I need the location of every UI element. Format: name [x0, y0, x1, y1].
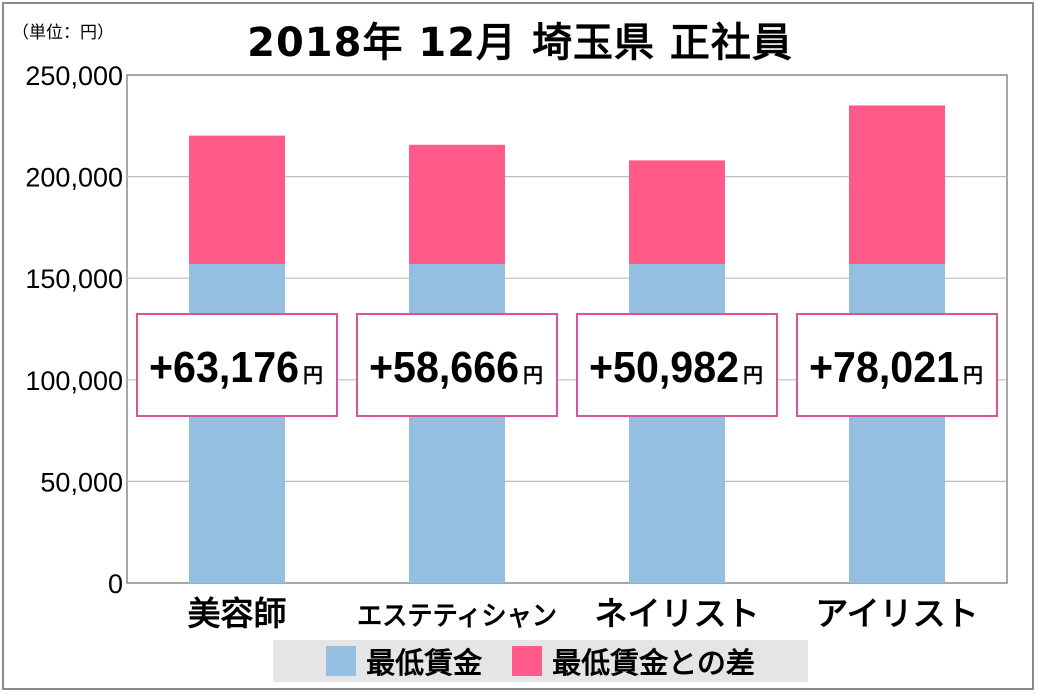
bar-diff: [409, 144, 505, 264]
bar-diff: [189, 135, 285, 264]
y-tick-label: 0: [108, 569, 123, 599]
y-tick-label: 100,000: [25, 366, 123, 396]
bar-base: [629, 263, 725, 583]
callout-box: [796, 313, 998, 417]
bar-diff: [629, 160, 725, 264]
y-tick-label: 200,000: [25, 163, 123, 193]
x-category-label: アイリスト: [815, 594, 978, 633]
y-tick-label: 250,000: [25, 61, 123, 91]
y-tick-label: 150,000: [25, 264, 123, 294]
legend-item-diff: 最低賃金との差: [512, 640, 755, 682]
unit-label: （単位：円）: [12, 23, 114, 43]
callout-value: +78,021: [809, 343, 959, 392]
bar-diff: [849, 105, 945, 264]
y-tick-label: 50,000: [40, 467, 123, 497]
callout-unit: 円: [743, 363, 763, 387]
bar-base: [849, 263, 945, 583]
x-category-label: ネイリスト: [595, 594, 760, 633]
callout-value: +50,982: [589, 343, 739, 392]
callout-unit: 円: [523, 363, 543, 387]
legend-label-diff: 最低賃金との差: [552, 646, 755, 680]
legend-swatch-diff: [512, 646, 543, 676]
callout-value: +63,176: [149, 343, 299, 392]
callout-unit: 円: [963, 363, 983, 387]
callout-box: [576, 313, 778, 417]
bar-base: [189, 263, 285, 583]
bar-base: [409, 263, 505, 583]
legend: 最低賃金 最低賃金との差: [273, 640, 808, 682]
callout-value: +58,666: [369, 343, 519, 392]
callout-unit: 円: [303, 363, 323, 387]
legend-swatch-base: [326, 646, 357, 676]
plot-area: [126, 74, 1008, 584]
chart-title: 2018年 12月 埼玉県 正社員: [247, 20, 793, 66]
callout-box: [136, 313, 338, 417]
callout-box: [356, 313, 558, 417]
x-category-label: エステティシャン: [357, 601, 557, 632]
x-category-label: 美容師: [188, 594, 287, 633]
legend-item-base: 最低賃金: [326, 640, 482, 682]
legend-label-base: 最低賃金: [366, 646, 483, 680]
stacked-bar-chart: 0 50,000 100,000 150,000 200,000 250,000 美容師 +6…: [25, 61, 1008, 633]
